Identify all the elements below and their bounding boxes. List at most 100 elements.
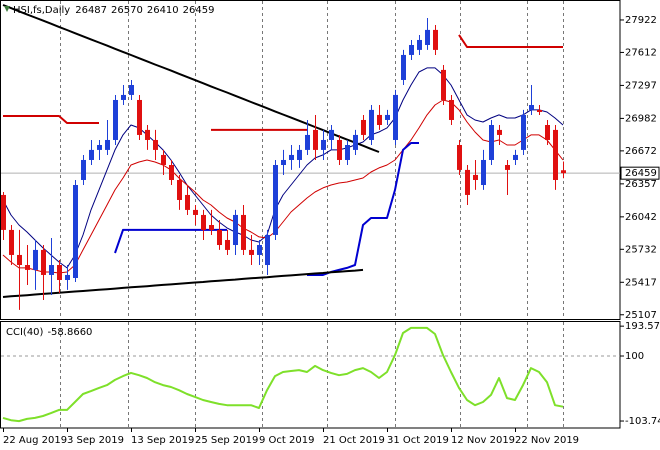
- candle-body: [73, 185, 78, 278]
- candle-body: [529, 104, 534, 110]
- last-low: 26410: [147, 5, 179, 16]
- candle-body: [361, 119, 366, 135]
- candle-body: [385, 114, 390, 120]
- symbol-icon: [4, 6, 10, 12]
- candle-body: [185, 194, 190, 210]
- candle-body: [465, 169, 470, 195]
- candle-body: [481, 159, 486, 186]
- candle-body: [457, 145, 462, 170]
- candle-body: [209, 225, 214, 230]
- candle-body: [297, 149, 302, 160]
- indicator-line: [2, 326, 564, 423]
- candle-body: [233, 214, 238, 246]
- candle-body: [137, 99, 142, 135]
- indicator-last-value: -58.8660: [47, 327, 92, 338]
- y-tick-label: 26982: [625, 113, 657, 124]
- y-tick-label: 25417: [625, 277, 657, 288]
- candle-body: [433, 29, 438, 50]
- candle-body: [153, 139, 158, 150]
- candle-body: [217, 229, 222, 246]
- candle-body: [369, 109, 374, 140]
- indicator-legend: CCI(40) -58.8660: [6, 327, 92, 338]
- candle-body: [17, 254, 22, 266]
- candle-body: [425, 29, 430, 45]
- candle-body: [329, 129, 334, 140]
- candle-body: [257, 245, 262, 255]
- candle-body: [401, 54, 406, 80]
- x-tick-label: 22 Aug 2019: [3, 435, 67, 446]
- candle-body: [57, 265, 62, 280]
- candle-body: [273, 165, 278, 235]
- candle-body: [89, 149, 94, 160]
- candle-body: [33, 249, 38, 270]
- candle-body: [41, 249, 46, 275]
- candle-body: [225, 239, 230, 250]
- y-tick-label: 26672: [625, 146, 657, 157]
- candle-body: [9, 229, 14, 255]
- candle-body: [321, 139, 326, 150]
- candle-body: [345, 145, 350, 160]
- candle-body: [449, 99, 454, 120]
- candle-body: [489, 124, 494, 160]
- x-tick-label: 12 Nov 2019: [451, 435, 515, 446]
- candle-body: [553, 129, 558, 180]
- candle-body: [377, 114, 382, 125]
- overlay-line: [3, 34, 563, 131]
- candle-body: [265, 234, 270, 266]
- candle-body: [1, 194, 6, 230]
- chart-header: HSI,fs,Daily 26487 26570 26410 26459: [13, 5, 214, 16]
- candle-body: [201, 214, 206, 230]
- candle-body: [105, 139, 110, 150]
- x-tick-label: 31 Oct 2019: [387, 435, 449, 446]
- candle-body: [473, 174, 478, 180]
- candle-body: [393, 94, 398, 140]
- y-tick-label: 193.5745: [625, 321, 660, 332]
- candle-body: [313, 129, 318, 150]
- candle-body: [249, 249, 254, 255]
- y-tick-label: -103.744: [625, 416, 660, 427]
- candle-body: [513, 154, 518, 160]
- main-panel-frame: [0, 0, 621, 320]
- y-tick-label: 25107: [625, 310, 657, 321]
- overlay-line: [114, 142, 419, 276]
- candle-body: [521, 114, 526, 150]
- last-open: 26487: [75, 5, 107, 16]
- y-tick-label: 27297: [625, 80, 657, 91]
- candle-body: [129, 84, 134, 95]
- candle-body: [81, 159, 86, 180]
- candle-body: [561, 170, 566, 174]
- x-tick-label: 9 Oct 2019: [259, 435, 314, 446]
- y-tick-label: 27612: [625, 47, 657, 58]
- overlay-line: [2, 99, 564, 274]
- candle-body: [505, 165, 510, 170]
- candle-body: [49, 265, 54, 275]
- candle-body: [193, 209, 198, 215]
- candle-body: [305, 134, 310, 150]
- x-tick-label: 22 Nov 2019: [515, 435, 579, 446]
- candle-body: [289, 154, 294, 160]
- indicator-title: CCI(40): [6, 327, 44, 338]
- y-tick-label: 26357: [625, 179, 657, 190]
- overlay-line: [2, 268, 364, 298]
- last-price-label: 26459: [625, 168, 657, 179]
- indicator-panel-frame: [0, 321, 621, 429]
- overlay-line: [2, 67, 564, 269]
- candle-body: [25, 265, 30, 270]
- x-tick-label: 13 Sep 2019: [131, 435, 194, 446]
- candle-body: [441, 69, 446, 100]
- candle-body: [337, 139, 342, 160]
- chart-title: HSI,fs,Daily: [13, 5, 70, 16]
- candle-body: [409, 44, 414, 55]
- candle-body: [281, 159, 286, 166]
- candle-body: [97, 145, 102, 150]
- candle-body: [537, 109, 542, 113]
- x-tick-label: 21 Oct 2019: [323, 435, 385, 446]
- candle-body: [545, 124, 550, 140]
- candle-body: [65, 274, 70, 280]
- candle-body: [145, 129, 150, 140]
- y-tick-label: 25732: [625, 244, 657, 255]
- y-tick-label: 26042: [625, 212, 657, 223]
- x-tick-label: 25 Sep 2019: [195, 435, 258, 446]
